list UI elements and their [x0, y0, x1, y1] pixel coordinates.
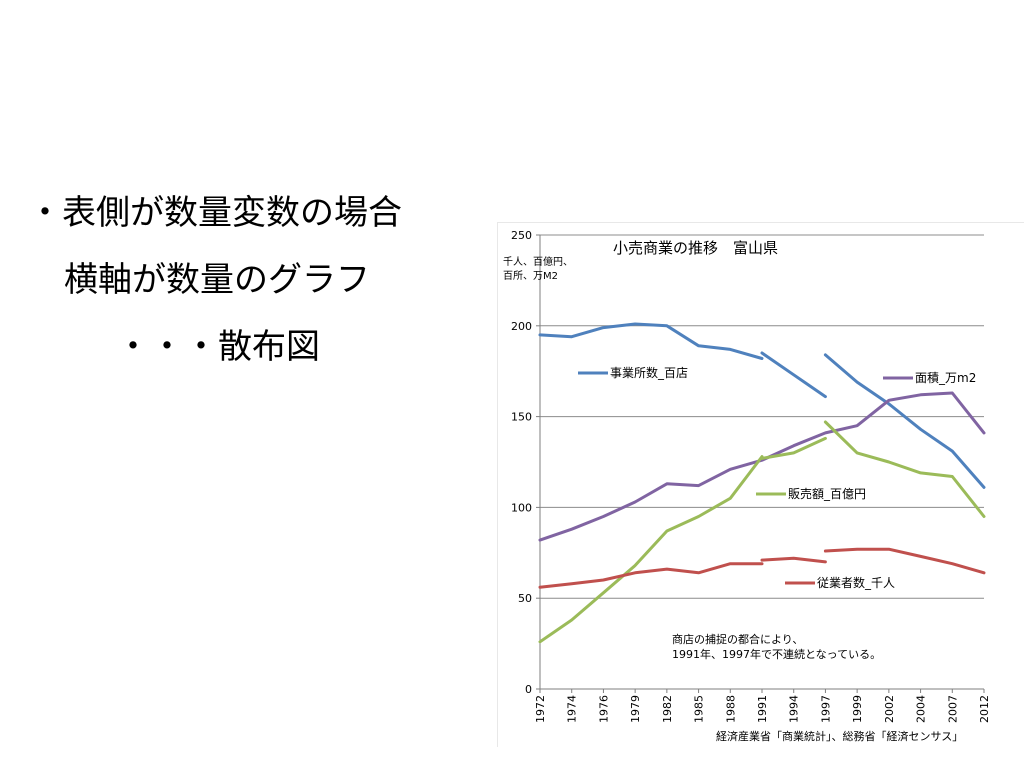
legend-label-0: 事業所数_百店: [610, 365, 688, 380]
x-tick-label: 1985: [693, 695, 706, 723]
bullet-line-2: 横軸が数量のグラフ: [64, 260, 370, 300]
x-tick-label: 2007: [946, 695, 959, 723]
y-tick-label: 100: [511, 501, 532, 514]
y-tick-label: 0: [525, 683, 532, 696]
x-tick-label: 2002: [883, 695, 896, 723]
annotation-line-2: 1991年、1997年で不連続となっている。: [672, 647, 881, 661]
y-tick-label: 200: [511, 320, 532, 333]
x-tick-label: 2012: [978, 695, 991, 723]
x-tick-label: 1999: [851, 695, 864, 723]
series-line-0-segment-2: [823, 353, 986, 489]
series-lines: [538, 322, 986, 644]
series-line-0-segment-0: [538, 322, 764, 360]
chart-panel: 0 50 100 150 200 250 1972 1974 1976 1979 1982 1985 1…: [497, 222, 1024, 747]
x-tick-label: 1976: [597, 695, 610, 723]
bullet-line-1: ・表側が数量変数の場合: [28, 193, 402, 233]
x-tick-label: 1997: [819, 695, 832, 723]
x-tick-label: 2004: [915, 695, 928, 723]
y-axis-label-line-1: 千人、百億円、: [503, 255, 573, 268]
grid-lines: [540, 234, 984, 599]
legend-label-2: 販売額_百億円: [788, 486, 866, 501]
annotation-line-1: 商店の捕捉の都合により、: [672, 632, 803, 646]
x-tick-label: 1994: [788, 695, 801, 723]
x-tick-label: 1988: [724, 695, 737, 723]
y-tick-label: 250: [511, 229, 532, 242]
x-tick-label: 1991: [756, 695, 769, 723]
y-tick-label: 50: [518, 592, 532, 605]
axes: 0 50 100 150 200 250 1972 1974 1976 1979 1982 1985 1…: [511, 229, 991, 723]
x-tick-label: 1974: [566, 695, 579, 723]
series-line-3-segment-1: [760, 556, 827, 564]
x-tick-label: 1972: [534, 695, 547, 723]
x-tick-label: 1979: [629, 695, 642, 723]
series-line-2-segment-1: [760, 436, 827, 460]
legend-label-1: 面積_万m2: [915, 370, 976, 385]
x-tick-label: 1982: [661, 695, 674, 723]
retail-trend-chart: 0 50 100 150 200 250 1972 1974 1976 1979 1982 1985 1…: [503, 229, 991, 743]
y-tick-label: 150: [511, 411, 532, 424]
series-line-1-segment-0: [538, 391, 986, 542]
legend-label-3: 従業者数_千人: [817, 575, 895, 590]
source-note: 経済産業省「商業統計」、総務省「経済センサス」: [716, 729, 963, 743]
series-line-3-segment-0: [538, 562, 764, 589]
y-axis-label-line-2: 百所、万M2: [503, 270, 558, 282]
series-line-2-segment-2: [823, 420, 986, 518]
chart-title: 小売商業の推移 富山県: [613, 239, 778, 257]
series-line-0-segment-1: [760, 351, 827, 399]
bullet-line-3: ・・・散布図: [116, 327, 320, 367]
series-line-2-segment-0: [538, 455, 764, 644]
series-line-3-segment-2: [823, 547, 986, 575]
